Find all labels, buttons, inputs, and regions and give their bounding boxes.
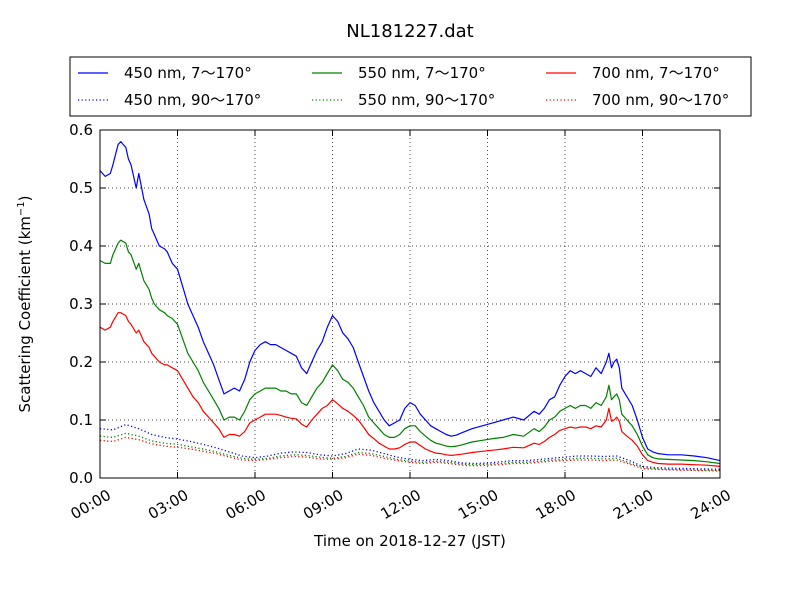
x-tick-label: 00:00: [68, 486, 114, 523]
x-tick-label: 06:00: [223, 486, 269, 523]
y-axis-label-close: ): [16, 195, 34, 201]
x-tick-label: 21:00: [610, 486, 656, 523]
grid-lines: [100, 130, 720, 478]
series-line: [99, 141, 721, 462]
chart-title: NL181227.dat: [346, 21, 473, 42]
legend-label: 550 nm, 7～170°: [358, 64, 486, 82]
y-tick-label: 0.3: [69, 295, 93, 313]
legend-label: 700 nm, 90～170°: [592, 91, 729, 109]
y-tick-label: 0.2: [69, 353, 93, 371]
y-axis-label: Scattering Coefficient (km−1): [16, 195, 34, 412]
legend-label: 450 nm, 7～170°: [124, 64, 252, 82]
x-tick-label: 03:00: [145, 486, 191, 523]
y-tick-label: 0.4: [69, 237, 93, 255]
legend-label: 550 nm, 90～170°: [358, 91, 495, 109]
y-tick-label: 0.6: [69, 121, 93, 139]
series-line: [99, 436, 721, 472]
series-line: [99, 432, 721, 472]
series-layer: [99, 141, 721, 472]
series-line: [99, 312, 721, 467]
y-axis-label-main: Scattering Coefficient (km: [16, 216, 34, 412]
x-tick-label: 18:00: [533, 486, 579, 523]
x-tick-label: 12:00: [378, 486, 424, 523]
legend-label: 700 nm, 7～170°: [592, 64, 720, 82]
legend-label: 450 nm, 90～170°: [124, 91, 261, 109]
legend: 450 nm, 7～170° 550 nm, 7～170° 700 nm, 7～17…: [69, 56, 752, 117]
series-line: [99, 239, 721, 465]
y-tick-label: 0.1: [69, 411, 93, 429]
series-line: [99, 423, 721, 470]
x-tick-label: 24:00: [688, 486, 734, 523]
y-tick-label: 0.0: [69, 469, 93, 487]
x-tick-label: 15:00: [455, 486, 501, 523]
x-axis-label: Time on 2018-12-27 (JST): [313, 532, 506, 550]
legend-box: [69, 56, 752, 117]
y-tick-label: 0.5: [69, 179, 93, 197]
x-tick-label: 09:00: [300, 486, 346, 523]
y-axis-label-sup: −1: [16, 201, 27, 216]
